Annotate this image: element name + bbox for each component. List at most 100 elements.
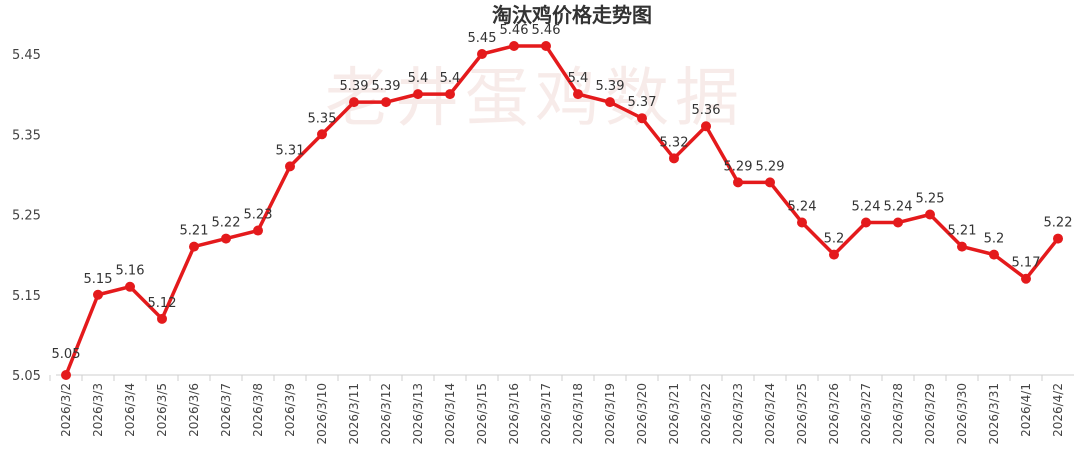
data-label: 5.31 xyxy=(276,143,305,158)
x-tick-label: 2026/3/27 xyxy=(859,383,873,445)
x-tick-label: 2026/3/20 xyxy=(635,383,649,445)
x-tick-label: 2026/3/3 xyxy=(91,383,105,437)
data-label: 5.29 xyxy=(724,159,753,174)
data-point xyxy=(157,313,167,324)
data-label: 5.46 xyxy=(532,23,561,38)
y-tick-label: 5.25 xyxy=(12,209,41,224)
data-point xyxy=(189,241,199,252)
x-tick-label: 2026/3/15 xyxy=(475,383,489,445)
data-label: 5.4 xyxy=(568,71,589,86)
data-label: 5.2 xyxy=(824,232,845,247)
data-point xyxy=(317,129,327,140)
data-point xyxy=(413,89,423,100)
data-label: 5.15 xyxy=(84,272,113,287)
data-point xyxy=(61,370,71,380)
data-point xyxy=(253,225,263,236)
data-point xyxy=(605,97,615,108)
x-tick-label: 2026/4/2 xyxy=(1051,383,1065,437)
data-point xyxy=(1021,273,1031,284)
x-tick-label: 2026/3/12 xyxy=(379,383,393,445)
data-point xyxy=(1053,233,1063,244)
data-point xyxy=(925,209,935,220)
data-point xyxy=(349,97,359,108)
y-tick-label: 5.35 xyxy=(12,128,41,143)
x-tick-label: 2026/3/10 xyxy=(315,383,329,445)
data-label: 5.23 xyxy=(244,208,273,223)
data-point xyxy=(701,121,711,132)
x-tick-label: 2026/3/24 xyxy=(763,383,777,445)
data-label: 5.39 xyxy=(372,79,401,94)
data-label: 5.17 xyxy=(1012,256,1041,271)
x-tick-label: 2026/3/26 xyxy=(827,383,841,445)
data-label: 5.39 xyxy=(596,79,625,94)
x-tick-label: 2026/3/2 xyxy=(59,383,73,437)
data-label: 5.22 xyxy=(1044,216,1073,231)
x-tick-label: 2026/3/30 xyxy=(955,383,969,445)
data-label: 5.24 xyxy=(852,200,881,215)
x-tick-label: 2026/3/25 xyxy=(795,383,809,445)
data-point xyxy=(541,40,551,51)
data-point xyxy=(93,289,103,300)
data-label: 5.25 xyxy=(916,192,945,207)
data-point xyxy=(669,153,679,164)
data-label: 5.35 xyxy=(308,111,337,126)
data-label: 5.4 xyxy=(440,71,461,86)
data-point xyxy=(861,217,871,228)
data-label: 5.16 xyxy=(116,264,145,279)
data-label: 5.12 xyxy=(148,296,177,311)
data-point xyxy=(573,89,583,100)
x-tick-label: 2026/3/5 xyxy=(155,383,169,437)
data-label: 5.29 xyxy=(756,159,785,174)
y-tick-label: 5.15 xyxy=(12,289,41,304)
axes: 5.05 5.15 5.25 5.35 5.45 2026/3/2 2026/3/3 2026… xyxy=(12,48,1074,445)
x-tick-label: 2026/3/11 xyxy=(347,383,361,445)
data-point xyxy=(221,233,231,244)
data-label: 5.21 xyxy=(948,224,977,239)
x-tick-label: 2026/3/31 xyxy=(987,383,1001,445)
x-tick-label: 2026/3/21 xyxy=(667,383,681,445)
x-tick-label: 2026/3/16 xyxy=(507,383,521,445)
x-tick-label: 2026/3/13 xyxy=(411,383,425,445)
data-point xyxy=(125,281,135,292)
data-label: 5.4 xyxy=(408,71,429,86)
series-line xyxy=(64,44,1060,376)
data-label: 5.05 xyxy=(52,347,81,362)
x-tick-label: 2026/3/17 xyxy=(539,383,553,445)
chart-title: 淘汰鸡价格走势图 xyxy=(492,3,652,27)
data-point xyxy=(509,40,519,51)
x-tick-label: 2026/3/8 xyxy=(251,383,265,437)
series-line-group xyxy=(61,40,1063,380)
x-tick-label: 2026/4/1 xyxy=(1019,383,1033,437)
x-tick-label: 2026/3/4 xyxy=(123,383,137,437)
x-tick-label: 2026/3/22 xyxy=(699,383,713,445)
data-label: 5.22 xyxy=(212,216,241,231)
data-label: 5.45 xyxy=(468,31,497,46)
data-point xyxy=(733,177,743,188)
data-label: 5.24 xyxy=(788,200,817,215)
x-tick-label: 2026/3/23 xyxy=(731,383,745,445)
data-point xyxy=(829,249,839,260)
data-label: 5.21 xyxy=(180,224,209,239)
data-label: 5.36 xyxy=(692,103,721,118)
data-label: 5.32 xyxy=(660,135,689,150)
data-point xyxy=(957,241,967,252)
data-point xyxy=(285,161,295,172)
x-tick-label: 2026/3/29 xyxy=(923,383,937,445)
data-label: 5.37 xyxy=(628,95,657,110)
data-labels-group: 5.055.155.165.125.215.225.235.315.355.39… xyxy=(52,23,1073,362)
data-label: 5.2 xyxy=(984,232,1005,247)
data-point xyxy=(381,97,391,108)
data-point xyxy=(765,177,775,188)
data-point xyxy=(477,49,487,59)
data-point xyxy=(445,89,455,100)
x-tick-label: 2026/3/7 xyxy=(219,383,233,437)
data-point xyxy=(797,217,807,228)
x-tick-label: 2026/3/6 xyxy=(187,383,201,437)
data-point xyxy=(893,217,903,228)
x-tick-label: 2026/3/18 xyxy=(571,383,585,445)
x-tick-label: 2026/3/14 xyxy=(443,383,457,445)
y-tick-label: 5.45 xyxy=(12,48,41,63)
x-tick-label: 2026/3/19 xyxy=(603,383,617,445)
x-tick-label: 2026/3/28 xyxy=(891,383,905,445)
